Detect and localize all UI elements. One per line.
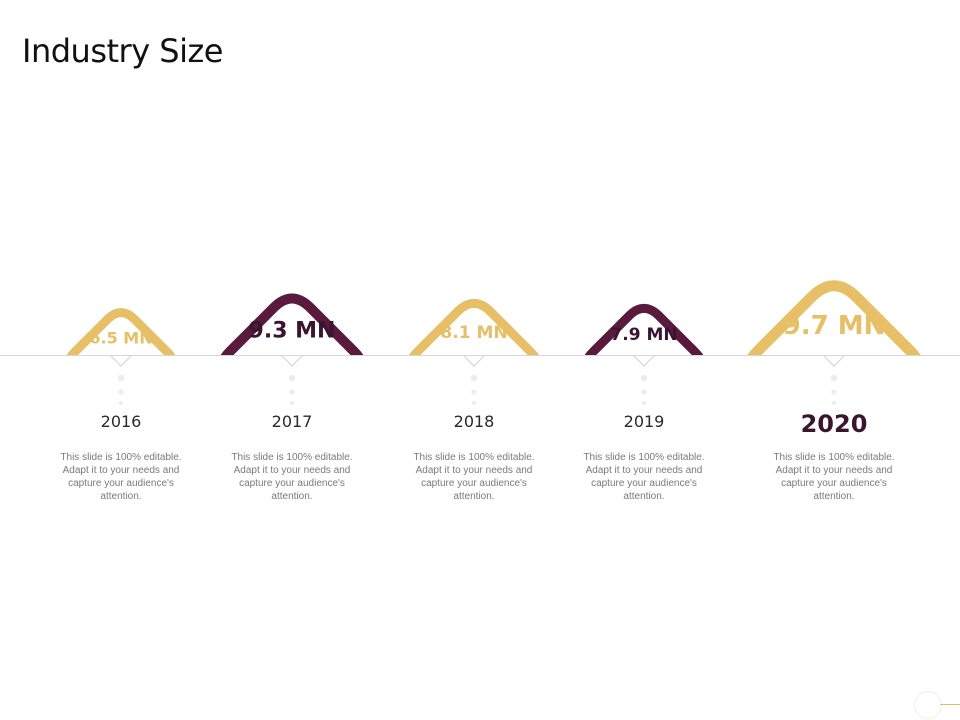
connector-dot <box>642 401 646 405</box>
pointer-notch-2017 <box>281 355 303 367</box>
page-indicator-line <box>940 704 960 705</box>
value-label-2017: 9.3 MN <box>248 318 336 344</box>
connector-dot <box>832 401 836 405</box>
value-label-2018: 8.1 MN <box>440 323 508 343</box>
connector-dot <box>830 374 838 382</box>
slide-title: Industry Size <box>22 32 223 70</box>
value-label-2019: 7.9 MN <box>610 325 678 345</box>
diamond-frame-2016 <box>66 308 176 355</box>
connector-dot <box>288 374 296 382</box>
connector-dot <box>118 389 124 395</box>
description-2020: This slide is 100% editable. Adapt it to… <box>773 452 895 502</box>
page-indicator-circle <box>914 691 942 719</box>
year-label-2016: 2016 <box>100 412 142 431</box>
diamond-frame-2018 <box>409 298 539 355</box>
description-2019: This slide is 100% editable. Adapt it to… <box>583 452 705 502</box>
connector-dot <box>472 401 476 405</box>
year-label-2019: 2019 <box>623 412 665 431</box>
connector-dot <box>117 374 125 382</box>
connector-dot <box>471 389 477 395</box>
pointer-notch-2016 <box>110 355 132 367</box>
description-2018: This slide is 100% editable. Adapt it to… <box>413 452 535 502</box>
connector-dot <box>640 374 648 382</box>
description-2016: This slide is 100% editable. Adapt it to… <box>60 452 182 502</box>
connector-dot <box>119 401 123 405</box>
connector-dot <box>470 374 478 382</box>
pointer-notch-2019 <box>633 355 655 367</box>
diamond-frame-2019 <box>584 303 704 355</box>
year-label-2018: 2018 <box>453 412 495 431</box>
year-label-2020: 2020 <box>800 410 868 438</box>
description-2017: This slide is 100% editable. Adapt it to… <box>231 452 353 502</box>
connector-dot <box>641 389 647 395</box>
timeline-baseline <box>0 355 960 356</box>
diamond-frame-2020 <box>747 280 921 355</box>
pointer-notch-2018 <box>463 355 485 367</box>
connector-dot <box>831 389 837 395</box>
value-label-2016: 6.5 MN <box>89 328 153 348</box>
diamond-frame-2017 <box>220 293 364 355</box>
pointer-notch-2020 <box>823 355 845 367</box>
value-label-2020: 9.7 MN <box>782 311 886 341</box>
year-label-2017: 2017 <box>271 412 313 431</box>
connector-dot <box>289 389 295 395</box>
connector-dot <box>290 401 294 405</box>
